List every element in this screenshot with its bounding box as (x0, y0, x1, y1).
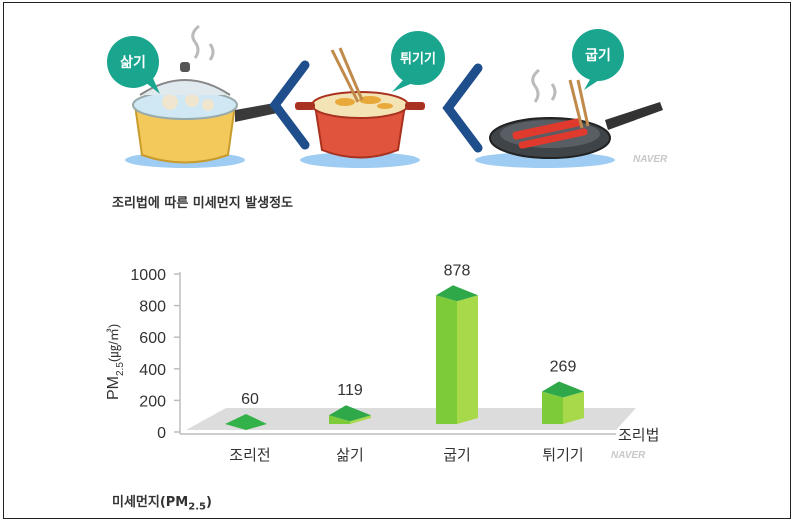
caption-bottom-sub: 2.5 (188, 501, 206, 513)
pot-icon (132, 24, 282, 164)
label-fry: 튀기기 (400, 51, 436, 66)
label-bubble: 튀기기 (391, 31, 445, 92)
label-bubble: 삶기 (107, 36, 160, 94)
x-tick-label: 삶기 (336, 447, 364, 464)
y-tick-label: 1000 (130, 267, 166, 284)
ylabel-main: PM (105, 376, 122, 400)
data-label: 269 (550, 358, 577, 375)
watermark: NAVER (633, 154, 668, 165)
fry-pot-icon (295, 47, 425, 159)
y-axis-label: PM2.5(㎍/㎥) (105, 324, 126, 400)
bar (225, 414, 267, 430)
image-frame (3, 2, 791, 519)
label-grill: 굽기 (585, 47, 611, 63)
x-axis-label: 조리법 (618, 427, 659, 444)
data-label: 60 (241, 391, 259, 408)
y-tick-label: 200 (139, 393, 166, 410)
caption-top: 조리법에 따른 미세먼지 발생정도 (112, 196, 294, 211)
chevron-left-icon (442, 63, 483, 153)
y-tick-label: 400 (139, 362, 166, 379)
x-tick-label: 튀기기 (542, 447, 583, 464)
caption-bottom-end: ) (205, 495, 212, 510)
ylabel-unit: (㎍/㎥) (106, 324, 122, 362)
x-tick-label: 조리전 (229, 447, 270, 464)
label-boil: 삶기 (120, 54, 146, 70)
bar-chart: 0 200 400 600 800 1000 조리전 삶기 굽기 튀기기 60 119 878 269… (105, 262, 659, 464)
y-tick-label: 800 (139, 299, 166, 316)
bar (329, 405, 371, 424)
flame-icon (300, 152, 420, 168)
cooking-illustration: 삶기 튀기기 굽기 NAVER (107, 24, 668, 168)
x-tick-label: 굽기 (443, 447, 471, 464)
caption-bottom-text: 미세먼지(PM (112, 495, 189, 510)
watermark: NAVER (611, 450, 646, 461)
data-label: 878 (444, 262, 471, 279)
bar (542, 381, 584, 424)
caption-bottom: 미세먼지(PM2.5) (112, 491, 212, 513)
y-tick-label: 0 (157, 425, 166, 442)
label-bubble: 굽기 (572, 29, 624, 90)
y-tick-label: 600 (139, 330, 166, 347)
ylabel-sub: 2.5 (115, 362, 126, 376)
bar (436, 285, 478, 424)
data-label: 119 (337, 382, 363, 399)
chart-floor (186, 408, 636, 430)
svg-text:PM2.5(㎍/㎥): PM2.5(㎍/㎥) (105, 324, 126, 400)
chevron-left-icon (269, 60, 310, 150)
pan-icon (489, 68, 663, 159)
